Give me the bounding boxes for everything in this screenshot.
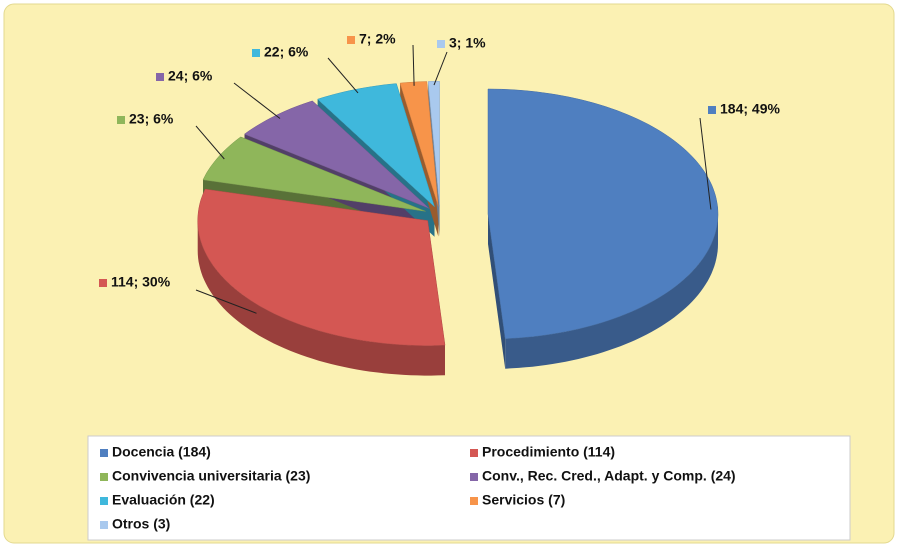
leader-line bbox=[412, 44, 415, 86]
slice bbox=[487, 88, 719, 339]
legend-swatch bbox=[470, 473, 478, 481]
slice bbox=[427, 81, 440, 207]
data-label: 24; 6% bbox=[168, 68, 213, 84]
label-marker bbox=[708, 106, 716, 114]
pie bbox=[197, 81, 719, 376]
label-marker bbox=[99, 279, 107, 287]
legend-label: Servicios (7) bbox=[482, 492, 565, 508]
data-label: 114; 30% bbox=[111, 274, 171, 290]
legend-label: Docencia (184) bbox=[112, 444, 211, 460]
leader-line bbox=[195, 289, 257, 314]
legend-label: Evaluación (22) bbox=[112, 492, 215, 508]
legend-label: Procedimiento (114) bbox=[482, 444, 615, 460]
slice bbox=[243, 100, 430, 209]
legend-label: Conv., Rec. Cred., Adapt. y Comp. (24) bbox=[482, 468, 736, 484]
label-marker bbox=[437, 40, 445, 48]
legend-label: Otros (3) bbox=[112, 516, 170, 532]
leader-line bbox=[327, 57, 359, 94]
data-label: 23; 6% bbox=[129, 111, 174, 127]
legend-swatch bbox=[100, 449, 108, 457]
leader-line bbox=[195, 125, 225, 160]
slice-wall bbox=[488, 214, 506, 369]
legend-box bbox=[87, 435, 851, 541]
legend-swatch bbox=[100, 521, 108, 529]
legend: Docencia (184) Procedimiento (114) Convive… bbox=[100, 444, 736, 532]
label-marker bbox=[156, 73, 164, 81]
label-marker bbox=[117, 116, 125, 124]
legend-swatch bbox=[100, 497, 108, 505]
slice bbox=[197, 188, 446, 346]
data-label: 7; 2% bbox=[359, 31, 396, 47]
leader-line bbox=[233, 82, 281, 119]
slice bbox=[202, 136, 426, 212]
legend-swatch bbox=[470, 449, 478, 457]
leader-line bbox=[699, 117, 712, 210]
legend-swatch bbox=[470, 497, 478, 505]
legend-label: Convivencia universitaria (23) bbox=[112, 468, 310, 484]
label-marker bbox=[252, 49, 260, 57]
label-marker bbox=[347, 36, 355, 44]
leader-line bbox=[433, 51, 448, 86]
slice-side bbox=[505, 214, 718, 369]
slice bbox=[399, 81, 439, 207]
data-label: 22; 6% bbox=[264, 44, 309, 60]
data-label: 184; 49% bbox=[720, 101, 780, 117]
legend-swatch bbox=[100, 473, 108, 481]
data-label: 3; 1% bbox=[449, 35, 486, 51]
